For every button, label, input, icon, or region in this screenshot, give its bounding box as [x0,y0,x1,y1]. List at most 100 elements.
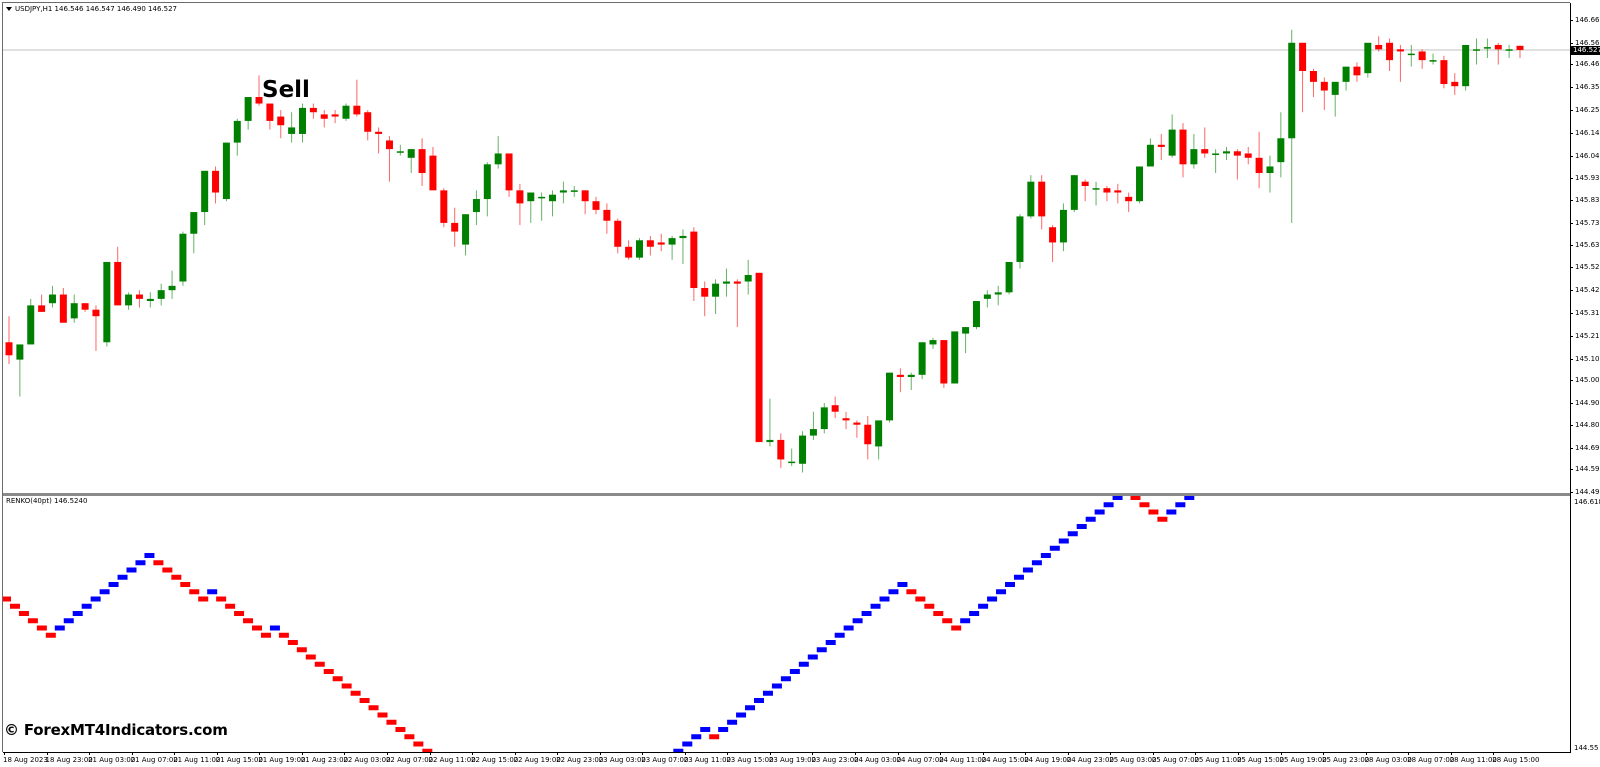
bull-candle[interactable] [1059,203,1067,252]
candlestick-chart[interactable] [3,3,1570,493]
bull-candle[interactable] [1190,133,1198,169]
bear-candle[interactable] [1516,45,1524,58]
bull-candle[interactable] [1483,38,1491,58]
bear-candle[interactable] [309,103,317,119]
bear-candle[interactable] [5,316,13,364]
bull-candle[interactable] [766,398,774,447]
bear-candle[interactable] [853,420,861,438]
bear-candle[interactable] [266,103,274,130]
bull-candle[interactable] [820,403,828,434]
bull-candle[interactable] [1266,155,1274,193]
bull-candle[interactable] [157,283,165,306]
bear-candle[interactable] [135,290,143,308]
bear-candle[interactable] [451,207,459,247]
bull-candle[interactable] [70,294,78,323]
bear-candle[interactable] [1418,49,1426,69]
bull-candle[interactable] [527,192,535,223]
bear-candle[interactable] [592,196,600,215]
bull-candle[interactable] [1342,66,1350,91]
bear-candle[interactable] [831,396,839,419]
bull-candle[interactable] [788,448,796,466]
bear-candle[interactable] [1114,183,1122,204]
bull-candle[interactable] [179,231,187,286]
bear-candle[interactable] [733,279,741,328]
bear-candle[interactable] [1353,62,1361,82]
bear-candle[interactable] [1451,73,1459,95]
bull-candle[interactable] [1331,81,1339,117]
bull-candle[interactable] [462,214,470,256]
bull-candle[interactable] [288,112,296,143]
bear-candle[interactable] [505,153,513,197]
bull-candle[interactable] [799,431,807,473]
bear-candle[interactable] [212,166,220,204]
bear-candle[interactable] [940,340,948,388]
bear-candle[interactable] [81,303,89,312]
bull-candle[interactable] [233,118,241,156]
bull-candle[interactable] [679,229,687,265]
bull-candle[interactable] [886,372,894,423]
bull-candle[interactable] [342,103,350,121]
bear-candle[interactable] [690,227,698,302]
bull-candle[interactable] [744,259,752,295]
bear-candle[interactable] [1201,127,1209,158]
bear-candle[interactable] [114,246,122,306]
bull-candle[interactable] [494,136,502,169]
bull-candle[interactable] [1027,175,1035,219]
bear-candle[interactable] [864,416,872,460]
bear-candle[interactable] [1309,68,1317,98]
bull-candle[interactable] [1016,214,1024,269]
bear-candle[interactable] [1299,42,1307,113]
bull-candle[interactable] [222,142,230,202]
bull-candle[interactable] [1146,138,1154,167]
bear-candle[interactable] [625,240,633,260]
bull-candle[interactable] [1277,112,1285,178]
bull-candle[interactable] [668,235,676,260]
bull-candle[interactable] [1473,38,1481,65]
bear-candle[interactable] [320,110,328,128]
bull-candle[interactable] [962,327,970,354]
bull-candle[interactable] [712,279,720,315]
bull-candle[interactable] [190,212,198,254]
bull-candle[interactable] [1505,44,1513,58]
bull-candle[interactable] [1136,166,1144,204]
bull-candle[interactable] [483,162,491,217]
bull-candle[interactable] [407,149,415,173]
renko-indicator-pane[interactable] [3,496,1570,752]
bull-candle[interactable] [27,298,35,345]
bear-candle[interactable] [657,233,665,252]
bear-candle[interactable] [646,235,654,256]
bull-candle[interactable] [538,192,546,221]
bull-candle[interactable] [125,292,133,310]
bear-candle[interactable] [701,281,709,317]
bull-candle[interactable] [1212,149,1220,173]
bear-candle[interactable] [581,190,589,215]
bear-candle[interactable] [353,79,361,117]
bear-candle[interactable] [429,146,437,191]
bear-candle[interactable] [1255,131,1263,189]
bull-candle[interactable] [1462,44,1470,91]
bear-candle[interactable] [842,411,850,430]
bear-candle[interactable] [1157,133,1165,160]
bull-candle[interactable] [146,292,154,308]
bull-candle[interactable] [201,170,209,226]
pane-separator[interactable] [3,493,1570,496]
bear-candle[interactable] [1179,123,1187,178]
bull-candle[interactable] [570,186,578,197]
bear-candle[interactable] [38,294,46,312]
bear-candle[interactable] [777,433,785,469]
bull-candle[interactable] [983,290,991,308]
bear-candle[interactable] [1320,77,1328,111]
bear-candle[interactable] [440,188,448,228]
bear-candle[interactable] [516,183,524,226]
bull-candle[interactable] [1168,114,1176,158]
bear-candle[interactable] [603,203,611,234]
bull-candle[interactable] [635,238,643,260]
bull-candle[interactable] [168,270,176,299]
bull-candle[interactable] [244,97,252,130]
price-chart-pane[interactable] [3,3,1570,493]
bear-candle[interactable] [1386,38,1394,71]
bull-candle[interactable] [994,285,1002,306]
bear-candle[interactable] [255,75,263,106]
bull-candle[interactable] [1222,146,1230,160]
bull-candle[interactable] [299,103,307,143]
